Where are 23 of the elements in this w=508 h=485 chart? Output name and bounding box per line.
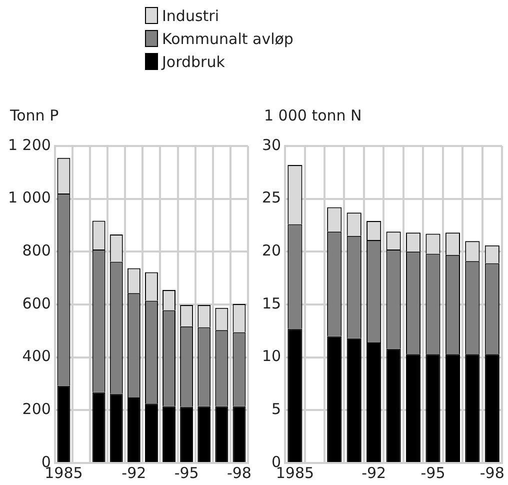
y-tick-label: 30	[262, 136, 282, 154]
y-axis-title: 1 000 tonn N	[264, 106, 362, 124]
y-tick-label: 15	[262, 294, 282, 312]
x-tick-label: -95	[174, 464, 199, 482]
x-tick-label: -98	[226, 464, 252, 482]
y-tick-label: 25	[262, 188, 282, 207]
legend-label: Industri	[162, 6, 219, 24]
y-tick-label: 800	[22, 242, 51, 260]
y-axis-title: Tonn P	[9, 106, 59, 124]
x-tick-label: -98	[480, 464, 504, 482]
y-tick-label: 600	[22, 294, 51, 312]
y-tick-label: 200	[22, 400, 51, 418]
x-tick-label: -92	[362, 464, 386, 482]
y-tick-label: 10	[262, 347, 282, 366]
x-tick-label: -92	[122, 464, 146, 482]
legend-label: Jordbruk	[162, 52, 225, 70]
y-tick-label: 20	[262, 242, 282, 260]
legend-label: Kommunalt avløp	[162, 30, 294, 48]
y-tick-label: 400	[22, 347, 51, 366]
y-tick-label: 1 200	[8, 136, 51, 154]
y-tick-label: 5	[272, 400, 282, 418]
y-tick-label: 1 000	[8, 188, 51, 207]
x-tick-label: -95	[420, 464, 446, 482]
